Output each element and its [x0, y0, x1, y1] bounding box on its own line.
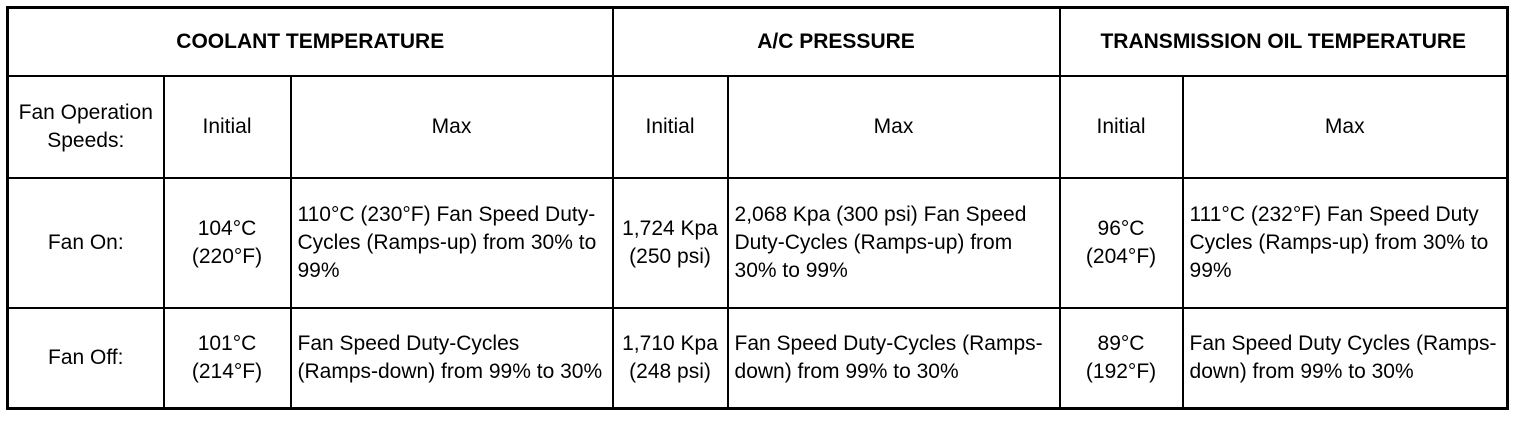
- coolant-max-header: Max: [289, 75, 614, 179]
- group-header-coolant: COOLANT TEMPERATURE: [6, 6, 614, 77]
- coolant-initial-fan-on: 104°C (220°F): [162, 177, 292, 309]
- group-header-row: COOLANT TEMPERATURE A/C PRESSURE TRANSMI…: [6, 6, 1509, 77]
- ac-initial-header: Initial: [611, 75, 729, 179]
- trans-initial-header: Initial: [1058, 75, 1184, 179]
- ac-max-fan-on: 2,068 Kpa (300 psi) Fan Speed Duty-Cycle…: [726, 177, 1061, 309]
- row-label-fan-on: Fan On:: [6, 177, 165, 309]
- row-label-fan-off: Fan Off:: [6, 307, 165, 410]
- trans-max-header: Max: [1181, 75, 1509, 179]
- group-header-transmission: TRANSMISSION OIL TEMPERATURE: [1058, 6, 1509, 77]
- ac-max-header: Max: [726, 75, 1061, 179]
- ac-max-fan-off: Fan Speed Duty-Cycles (Ramps-down) from …: [726, 307, 1061, 410]
- fan-operation-table: COOLANT TEMPERATURE A/C PRESSURE TRANSMI…: [6, 6, 1510, 410]
- coolant-initial-fan-off: 101°C (214°F): [162, 307, 292, 410]
- table-row-fan-on: Fan On: 104°C (220°F) 110°C (230°F) Fan …: [6, 177, 1509, 309]
- coolant-initial-header: Initial: [162, 75, 292, 179]
- ac-initial-fan-off: 1,710 Kpa (248 psi): [611, 307, 729, 410]
- trans-max-fan-on: 111°C (232°F) Fan Speed Duty Cycles (Ram…: [1181, 177, 1509, 309]
- fan-operation-table-wrapper: COOLANT TEMPERATURE A/C PRESSURE TRANSMI…: [6, 6, 1510, 410]
- sub-header-row: Fan Operation Speeds: Initial Max Initia…: [6, 75, 1509, 179]
- group-header-ac: A/C PRESSURE: [611, 6, 1061, 77]
- coolant-max-fan-off: Fan Speed Duty-Cycles (Ramps-down) from …: [289, 307, 614, 410]
- trans-initial-fan-off: 89°C (192°F): [1058, 307, 1184, 410]
- row-label-header: Fan Operation Speeds:: [6, 75, 165, 179]
- trans-max-fan-off: Fan Speed Duty Cycles (Ramps-down) from …: [1181, 307, 1509, 410]
- trans-initial-fan-on: 96°C (204°F): [1058, 177, 1184, 309]
- coolant-max-fan-on: 110°C (230°F) Fan Speed Duty-Cycles (Ram…: [289, 177, 614, 309]
- ac-initial-fan-on: 1,724 Kpa (250 psi): [611, 177, 729, 309]
- table-row-fan-off: Fan Off: 101°C (214°F) Fan Speed Duty-Cy…: [6, 307, 1509, 410]
